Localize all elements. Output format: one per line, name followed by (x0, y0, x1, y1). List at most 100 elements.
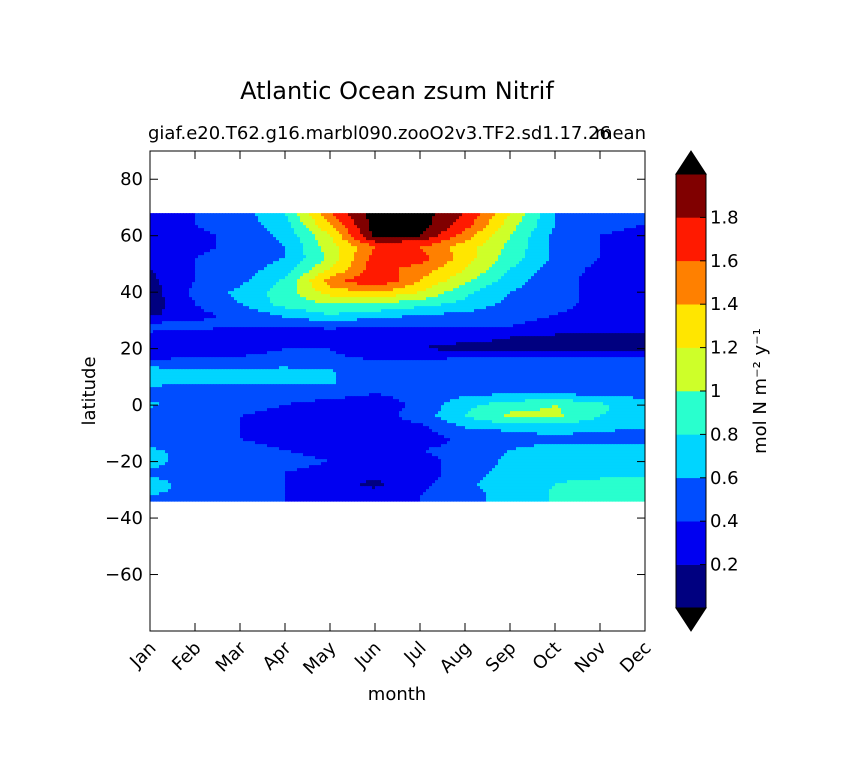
field-cell (435, 234, 439, 238)
field-cell (204, 225, 208, 229)
field-cell (558, 252, 562, 256)
field-cell (291, 252, 295, 256)
field-cell (405, 243, 409, 247)
field-cell (207, 240, 211, 244)
field-cell (285, 282, 289, 286)
field-cell (204, 282, 208, 286)
field-cell (219, 252, 223, 256)
field-cell (237, 243, 241, 247)
field-cell (447, 258, 451, 262)
field-cell (282, 234, 286, 238)
field-cell (261, 228, 265, 232)
field-cell (177, 231, 181, 235)
field-cell (543, 255, 547, 259)
field-cell (627, 264, 631, 268)
field-cell (522, 291, 526, 295)
field-cell (165, 243, 169, 247)
field-cell (261, 240, 265, 244)
field-cell (405, 261, 409, 265)
field-cell (438, 225, 442, 229)
field-cell (537, 285, 541, 289)
field-cell (255, 216, 259, 220)
field-cell (165, 213, 169, 217)
field-cell (510, 243, 514, 247)
field-cell (300, 219, 304, 223)
field-cell (516, 270, 520, 274)
field-cell (171, 216, 175, 220)
field-cell (618, 291, 622, 295)
field-cell (537, 213, 541, 217)
field-cell (312, 237, 316, 241)
field-cell (243, 270, 247, 274)
field-cell (378, 255, 382, 259)
field-cell (174, 264, 178, 268)
field-cell (627, 228, 631, 232)
field-cell (576, 213, 580, 217)
field-cell (387, 237, 391, 241)
field-cell (372, 255, 376, 259)
field-cell (324, 276, 328, 280)
field-cell (366, 243, 370, 247)
field-cell (435, 297, 439, 301)
field-cell (594, 243, 598, 247)
field-cell (153, 231, 157, 235)
field-cell (333, 285, 337, 289)
field-cell (564, 297, 568, 301)
field-cell (240, 297, 244, 301)
field-cell (372, 237, 376, 241)
field-cell (441, 237, 445, 241)
field-cell (474, 237, 478, 241)
field-cell (165, 222, 169, 226)
field-cell (165, 264, 169, 268)
field-cell (639, 267, 643, 271)
field-cell (558, 255, 562, 259)
field-cell (507, 225, 511, 229)
field-cell (420, 228, 424, 232)
field-cell (642, 267, 645, 271)
field-cell (243, 279, 247, 283)
field-cell (195, 264, 199, 268)
field-cell (198, 267, 202, 271)
field-cell (231, 279, 235, 283)
field-cell (171, 255, 175, 259)
field-cell (510, 255, 514, 259)
field-cell (423, 225, 427, 229)
field-cell (168, 282, 172, 286)
field-cell (372, 288, 376, 292)
field-cell (639, 258, 643, 262)
field-cell (225, 264, 229, 268)
field-cell (243, 231, 247, 235)
field-cell (387, 300, 391, 304)
field-cell (315, 243, 319, 247)
field-cell (588, 222, 592, 226)
field-cell (474, 231, 478, 235)
field-cell (381, 258, 385, 262)
field-cell (213, 225, 217, 229)
field-cell (273, 297, 277, 301)
field-cell (261, 282, 265, 286)
field-cell (156, 222, 160, 226)
field-cell (201, 222, 205, 226)
field-cell (312, 249, 316, 253)
field-cell (606, 216, 610, 220)
field-cell (468, 243, 472, 247)
field-cell (264, 267, 268, 271)
field-cell (531, 261, 535, 265)
field-cell (408, 258, 412, 262)
field-cell (297, 255, 301, 259)
field-cell (264, 231, 268, 235)
field-cell (591, 279, 595, 283)
field-cell (384, 264, 388, 268)
field-cell (444, 273, 448, 277)
field-cell (606, 246, 610, 250)
field-cell (198, 234, 202, 238)
field-cell (456, 285, 460, 289)
field-cell (567, 228, 571, 232)
field-cell (288, 264, 292, 268)
field-cell (630, 255, 634, 259)
field-cell (327, 291, 331, 295)
field-cell (177, 216, 181, 220)
field-cell (588, 288, 592, 292)
field-cell (195, 291, 199, 295)
field-cell (219, 234, 223, 238)
